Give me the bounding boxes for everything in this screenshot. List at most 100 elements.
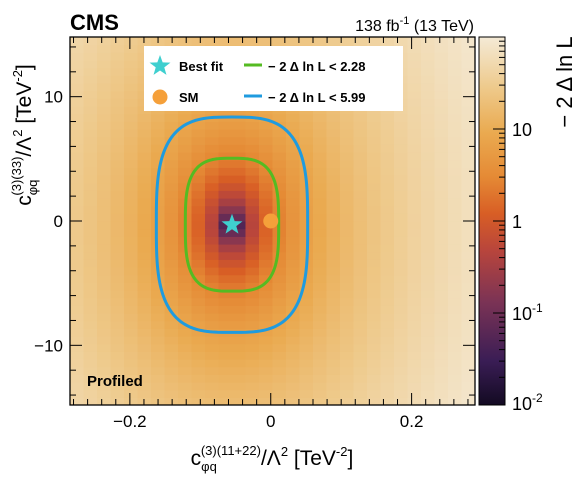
heatmap-cell — [286, 397, 301, 405]
heatmap-cell — [97, 366, 112, 375]
heatmap-cell — [434, 75, 449, 84]
heatmap-cell — [367, 297, 382, 306]
heatmap-cell — [232, 205, 247, 214]
heatmap-cell — [245, 366, 260, 375]
heatmap-cell — [124, 129, 139, 138]
heatmap-cell — [70, 175, 85, 184]
heatmap-cell — [259, 198, 274, 207]
heatmap-cell — [137, 259, 152, 268]
heatmap-cell — [83, 182, 98, 191]
heatmap-cell — [245, 351, 260, 360]
heatmap-cell — [434, 44, 449, 53]
heatmap-cell — [232, 221, 247, 230]
heatmap-cell — [353, 359, 368, 368]
heatmap-cell — [340, 251, 355, 260]
heatmap-cell — [70, 190, 85, 199]
heatmap-cell — [448, 205, 463, 214]
heatmap-cell — [70, 366, 85, 375]
heatmap-cell — [380, 313, 395, 322]
heatmap-cell — [83, 397, 98, 405]
heatmap-cell — [340, 205, 355, 214]
heatmap-cell — [70, 67, 85, 76]
heatmap-cell — [151, 328, 166, 337]
heatmap-cell — [205, 221, 220, 230]
heatmap-cell — [380, 113, 395, 122]
heatmap-cell — [124, 113, 139, 122]
heatmap-cell — [448, 159, 463, 168]
heatmap-cell — [286, 274, 301, 283]
heatmap-cell — [205, 167, 220, 176]
heatmap-cell — [259, 251, 274, 260]
heatmap-cell — [421, 152, 436, 161]
heatmap-cell — [286, 374, 301, 383]
heatmap-cell — [245, 382, 260, 391]
heatmap-cell — [407, 67, 422, 76]
heatmap-cell — [461, 121, 475, 130]
heatmap-cell — [259, 313, 274, 322]
heatmap-cell — [272, 144, 287, 153]
heatmap-cell — [380, 320, 395, 329]
heatmap-cell — [70, 198, 85, 207]
heatmap-cell — [97, 98, 112, 107]
heatmap-cell — [232, 389, 247, 398]
heatmap-cell — [407, 359, 422, 368]
heatmap-cell — [353, 297, 368, 306]
heatmap-cell — [353, 228, 368, 237]
heatmap-cell — [164, 236, 179, 245]
heatmap-cell — [286, 152, 301, 161]
heatmap-cell — [97, 37, 112, 46]
heatmap-cell — [421, 374, 436, 383]
heatmap-cell — [394, 313, 409, 322]
heatmap-cell — [124, 351, 139, 360]
heatmap-cell — [178, 313, 193, 322]
heatmap-cell — [70, 382, 85, 391]
heatmap-cell — [421, 290, 436, 299]
heatmap-cell — [313, 397, 328, 405]
heatmap-cell — [191, 136, 206, 145]
heatmap-cell — [326, 259, 341, 268]
heatmap-cell — [110, 60, 125, 69]
heatmap-cell — [164, 351, 179, 360]
heatmap-cell — [191, 374, 206, 383]
heatmap-cell — [367, 236, 382, 245]
heatmap-cell — [461, 182, 475, 191]
heatmap-cell — [70, 313, 85, 322]
heatmap-cell — [434, 83, 449, 92]
heatmap-cell — [205, 282, 220, 291]
heatmap-cell — [272, 297, 287, 306]
heatmap-cell — [434, 343, 449, 352]
heatmap-cell — [97, 351, 112, 360]
heatmap-cell — [137, 244, 152, 253]
heatmap-cell — [313, 167, 328, 176]
heatmap-cell — [137, 290, 152, 299]
heatmap-cell — [286, 359, 301, 368]
heatmap-cell — [83, 282, 98, 291]
heatmap-cell — [191, 205, 206, 214]
heatmap-cell — [461, 175, 475, 184]
heatmap-cell — [245, 129, 260, 138]
x-tick-label: 0 — [266, 412, 275, 431]
heatmap-cell — [83, 167, 98, 176]
heatmap-cell — [83, 144, 98, 153]
heatmap-cell — [83, 75, 98, 84]
heatmap-cell — [259, 159, 274, 168]
heatmap-cell — [367, 37, 382, 46]
heatmap-cell — [313, 274, 328, 283]
heatmap-cell — [286, 221, 301, 230]
heatmap-cell — [448, 397, 463, 405]
heatmap-cell — [164, 121, 179, 130]
heatmap-cell — [326, 297, 341, 306]
heatmap-cell — [164, 382, 179, 391]
heatmap-cell — [218, 244, 233, 253]
heatmap-cell — [353, 336, 368, 345]
heatmap-cell — [83, 297, 98, 306]
heatmap-cell — [137, 113, 152, 122]
heatmap-cell — [245, 37, 260, 46]
heatmap-cell — [421, 113, 436, 122]
heatmap-cell — [137, 374, 152, 383]
heatmap-cell — [421, 60, 436, 69]
heatmap-cell — [353, 121, 368, 130]
heatmap-cell — [313, 259, 328, 268]
legend-sm-marker — [152, 89, 168, 105]
heatmap-cell — [407, 236, 422, 245]
